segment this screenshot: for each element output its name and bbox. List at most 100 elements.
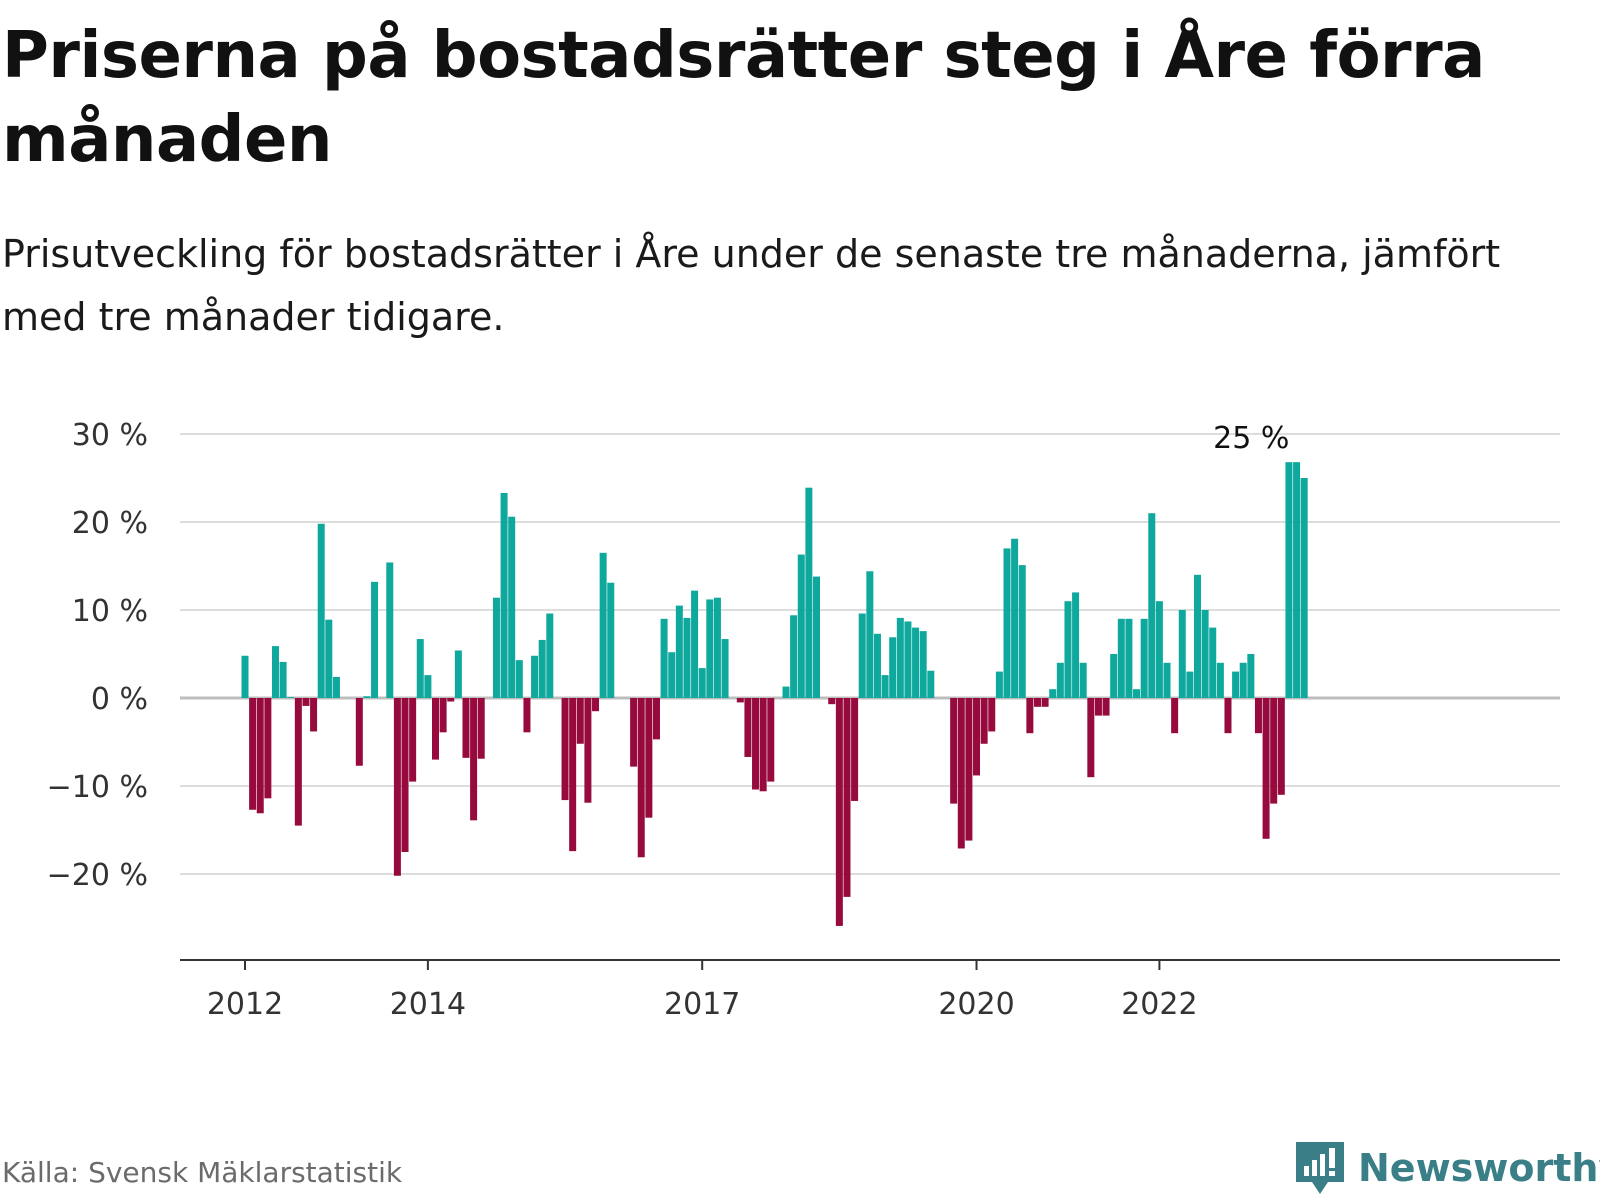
y-tick-label: 20 % xyxy=(72,506,148,541)
bar xyxy=(279,661,287,698)
bar xyxy=(652,698,660,740)
bar xyxy=(767,698,775,782)
bar xyxy=(630,698,638,767)
bar xyxy=(660,618,668,698)
bar xyxy=(721,639,729,698)
bar xyxy=(607,582,615,698)
bar xyxy=(302,698,310,706)
bar xyxy=(980,698,988,744)
bar xyxy=(1270,698,1278,804)
bar xyxy=(1033,698,1041,707)
y-tick-label: 0 % xyxy=(91,682,148,717)
bar xyxy=(927,670,935,698)
bar xyxy=(1194,574,1201,698)
bar xyxy=(1254,698,1262,734)
bar xyxy=(1133,689,1141,698)
bar xyxy=(592,698,600,712)
annotation-label: 25 % xyxy=(1213,421,1289,456)
bar xyxy=(683,617,691,698)
bar xyxy=(881,675,889,698)
bars xyxy=(241,462,1308,926)
bar xyxy=(698,668,706,698)
bar xyxy=(492,597,500,698)
x-axis-labels: 2012 2014 2017 2020 2022 xyxy=(207,960,1198,1020)
bar xyxy=(584,698,592,803)
bar xyxy=(1247,654,1255,698)
bar xyxy=(386,562,394,698)
bar xyxy=(858,613,866,698)
bar xyxy=(995,671,1003,698)
bar xyxy=(797,554,805,698)
bar xyxy=(637,698,645,858)
bar xyxy=(294,698,302,826)
x-tick-label: 2017 xyxy=(664,987,740,1020)
bar xyxy=(470,698,478,821)
bar xyxy=(447,698,455,702)
newsworthy-logo-icon xyxy=(1296,1142,1344,1194)
bar xyxy=(508,516,516,698)
bar xyxy=(950,698,958,804)
bar xyxy=(988,698,996,732)
bar xyxy=(561,698,569,801)
bar xyxy=(1049,689,1057,698)
y-axis-labels: 30 % 20 % 10 % 0 % −10 % −20 % xyxy=(47,418,148,893)
bar xyxy=(393,698,401,876)
bar xyxy=(1072,592,1080,698)
bar xyxy=(1186,671,1194,698)
bar xyxy=(1201,610,1209,698)
bar xyxy=(569,698,577,852)
bar xyxy=(531,655,539,698)
bar xyxy=(1041,698,1049,707)
bar xyxy=(675,605,683,698)
bar xyxy=(1018,565,1026,698)
bar xyxy=(355,698,363,766)
bar xyxy=(1102,698,1110,716)
bar xyxy=(1300,478,1308,698)
chart-title: Priserna på bostadsrätter steg i Åre för… xyxy=(2,19,1485,177)
bar xyxy=(416,639,424,698)
bar xyxy=(668,652,676,698)
x-tick-label: 2014 xyxy=(390,987,466,1020)
bar xyxy=(1064,601,1072,698)
bar xyxy=(843,698,851,897)
bar xyxy=(439,698,447,733)
bar xyxy=(805,487,813,698)
bar xyxy=(271,646,279,698)
x-tick-label: 2020 xyxy=(938,987,1014,1020)
bar xyxy=(851,698,859,801)
bar xyxy=(1155,601,1163,698)
bar xyxy=(813,576,820,698)
bar xyxy=(424,675,432,698)
bar xyxy=(752,698,760,790)
bar xyxy=(957,698,965,849)
bar xyxy=(1110,654,1118,698)
bar xyxy=(736,698,744,703)
bar xyxy=(363,696,371,698)
bar xyxy=(912,627,920,698)
bar xyxy=(965,698,973,841)
bar xyxy=(317,523,325,698)
bar xyxy=(1117,618,1125,698)
bar xyxy=(706,599,714,698)
bar xyxy=(515,660,523,698)
source-note: Källa: Svensk Mäklarstatistik xyxy=(2,1156,403,1189)
bar xyxy=(310,698,318,732)
bar xyxy=(835,698,843,926)
bar xyxy=(919,631,927,698)
bar xyxy=(713,597,721,698)
bar xyxy=(1140,618,1148,698)
bar xyxy=(1087,698,1095,778)
newsworthy-logo-text: Newsworthy xyxy=(1358,1146,1600,1190)
bar xyxy=(1079,662,1087,698)
bar xyxy=(759,698,767,792)
bar xyxy=(538,639,546,698)
y-tick-label: −10 % xyxy=(47,770,148,805)
bar xyxy=(249,698,257,810)
bar xyxy=(904,621,912,698)
bar xyxy=(1003,548,1011,698)
bar xyxy=(1056,662,1064,698)
bar xyxy=(873,633,881,698)
bar xyxy=(401,698,409,852)
bar xyxy=(1209,627,1217,698)
y-tick-label: 10 % xyxy=(72,594,148,629)
